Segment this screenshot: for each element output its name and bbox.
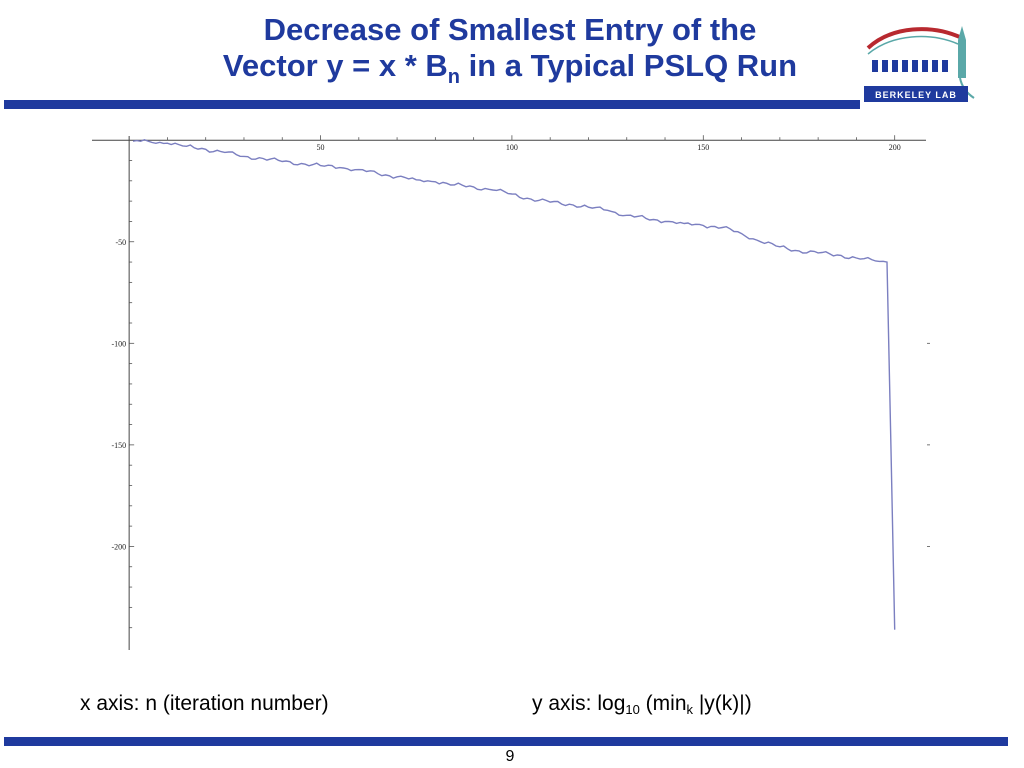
- berkeley-lab-logo: BERKELEY LAB: [864, 26, 975, 102]
- y-tick-label: -50: [115, 238, 126, 247]
- page-number: 9: [505, 748, 515, 765]
- title-line-2: Vector y = x * Bn in a Typical PSLQ Run: [150, 48, 870, 87]
- title-line-2-post: in a Typical PSLQ Run: [460, 48, 798, 83]
- y-caption-sub-k: k: [686, 702, 694, 717]
- logo-text: BERKELEY LAB: [875, 90, 957, 100]
- y-tick-label: -200: [111, 542, 126, 551]
- x-tick-label: 50: [317, 143, 325, 152]
- x-tick-label: 200: [889, 143, 901, 152]
- y-caption-mid: (min: [639, 692, 687, 715]
- top-rule: [4, 100, 860, 109]
- title-subscript-n: n: [447, 66, 461, 88]
- title-line-1: Decrease of Smallest Entry of the: [263, 12, 757, 47]
- x-tick-label: 100: [506, 143, 518, 152]
- series-line-0: [132, 138, 896, 630]
- series-layer: [132, 138, 896, 630]
- x-axis-caption: x axis: n (iteration number): [80, 692, 329, 715]
- y-caption-sub-10: 10: [625, 702, 640, 717]
- x-tick-label: 150: [697, 143, 709, 152]
- y-axis-caption: y axis: log10 (mink |y(k)|): [532, 692, 752, 716]
- axes-layer: [92, 135, 930, 650]
- y-tick-label: -150: [111, 441, 126, 450]
- marks-layer: 50 100 150 200 -50 -100 -150 -200: [111, 143, 900, 551]
- slide-title: Decrease of Smallest Entry of the Vector…: [150, 12, 870, 87]
- title-line-2-pre: Vector y = x * B: [222, 48, 448, 83]
- bottom-rule: [4, 737, 1008, 746]
- y-caption-pre: y axis: log: [532, 692, 626, 715]
- pslq-line-chart: 50 100 150 200 -50 -100 -150 -200: [92, 135, 930, 650]
- y-tick-label: -100: [111, 339, 126, 348]
- y-caption-post: |y(k)|): [693, 692, 752, 715]
